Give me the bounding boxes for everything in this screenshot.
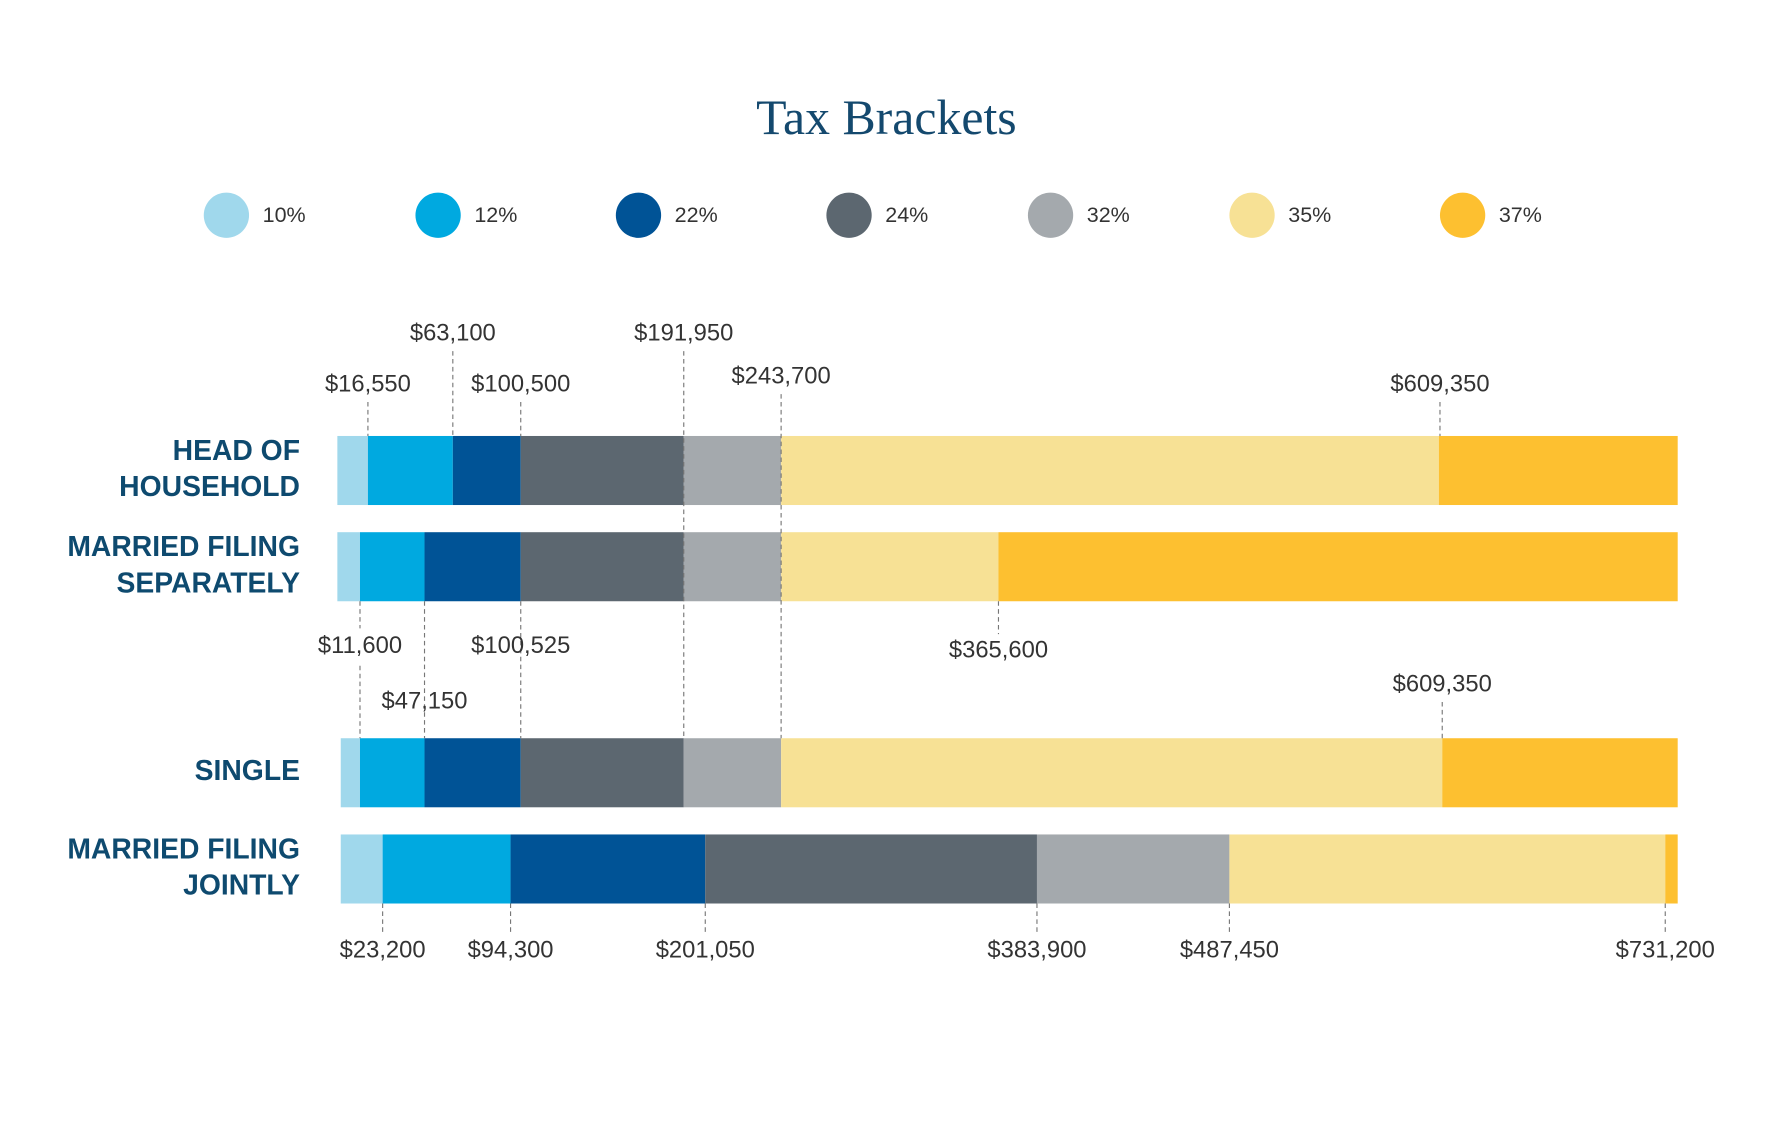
bar-segment	[359, 532, 425, 602]
legend-swatch	[1439, 192, 1486, 238]
threshold-label: $16,550	[325, 370, 411, 397]
legend-label: 10%	[263, 203, 306, 227]
row-label: SINGLE	[195, 754, 300, 786]
threshold-label: $365,600	[949, 636, 1048, 663]
threshold-label: $487,450	[1180, 936, 1279, 963]
chart-title: Tax Brackets	[756, 90, 1017, 145]
legend-swatch	[415, 192, 461, 238]
legend-label: 35%	[1288, 203, 1331, 227]
bar-segment	[705, 834, 1037, 904]
legend-swatch	[1027, 192, 1074, 238]
legend-label: 12%	[474, 203, 517, 227]
threshold-label: $731,200	[1616, 936, 1715, 963]
legend-swatch	[826, 192, 872, 238]
threshold-label: $383,900	[987, 936, 1086, 963]
bar-segment	[1442, 738, 1678, 808]
bar-segment	[683, 435, 782, 506]
row-label: SEPARATELY	[117, 566, 301, 598]
threshold-label: $23,200	[340, 936, 426, 963]
legend-swatch	[1229, 192, 1275, 238]
threshold-label: $11,600	[318, 632, 402, 659]
row-label: HOUSEHOLD	[119, 470, 300, 502]
legend-label: 37%	[1499, 203, 1542, 227]
bar-segment	[683, 738, 782, 808]
row-label: HEAD OF	[173, 434, 300, 466]
legend-label: 24%	[885, 203, 928, 227]
bar-segment	[452, 435, 521, 506]
bar-segment	[1036, 834, 1230, 904]
bar-segment	[382, 834, 511, 904]
bar-segment	[1229, 834, 1666, 904]
bar-segment	[510, 834, 706, 904]
row-label: JOINTLY	[183, 869, 300, 901]
threshold-label: $63,100	[410, 319, 496, 346]
bar-segment	[337, 435, 368, 506]
bar-segment	[424, 532, 521, 602]
legend-swatch	[615, 192, 662, 238]
legend-label: 32%	[1087, 203, 1130, 227]
bar-segment	[367, 435, 453, 506]
threshold-label: $94,300	[468, 936, 554, 963]
bar-segment	[340, 738, 360, 808]
bar-segment	[359, 738, 425, 808]
bar-segment	[424, 738, 521, 808]
bar-segment	[1438, 435, 1678, 506]
row-label: MARRIED FILING	[67, 832, 300, 864]
threshold-label: $609,350	[1390, 370, 1489, 397]
bar-segment	[781, 532, 999, 602]
threshold-label: $609,350	[1393, 670, 1492, 697]
row-label: MARRIED FILING	[67, 530, 300, 562]
bar-segment	[998, 532, 1678, 602]
bar-segment	[781, 435, 1439, 506]
bar-segment	[520, 738, 684, 808]
threshold-label: $47,150	[382, 687, 468, 714]
threshold-label: $191,950	[634, 319, 733, 346]
bar-segment	[340, 834, 383, 904]
bar-segment	[683, 532, 782, 602]
bar-segment	[781, 738, 1443, 808]
bar-segment	[1665, 834, 1678, 904]
threshold-label: $201,050	[656, 936, 755, 963]
threshold-label: $100,525	[471, 632, 570, 659]
bar-segment	[520, 532, 684, 602]
bar-segment	[337, 532, 360, 602]
bar-segment	[520, 435, 684, 506]
threshold-label: $243,700	[732, 362, 831, 389]
threshold-label: $100,500	[471, 370, 570, 397]
legend-label: 22%	[675, 203, 718, 227]
legend-swatch	[203, 192, 250, 238]
